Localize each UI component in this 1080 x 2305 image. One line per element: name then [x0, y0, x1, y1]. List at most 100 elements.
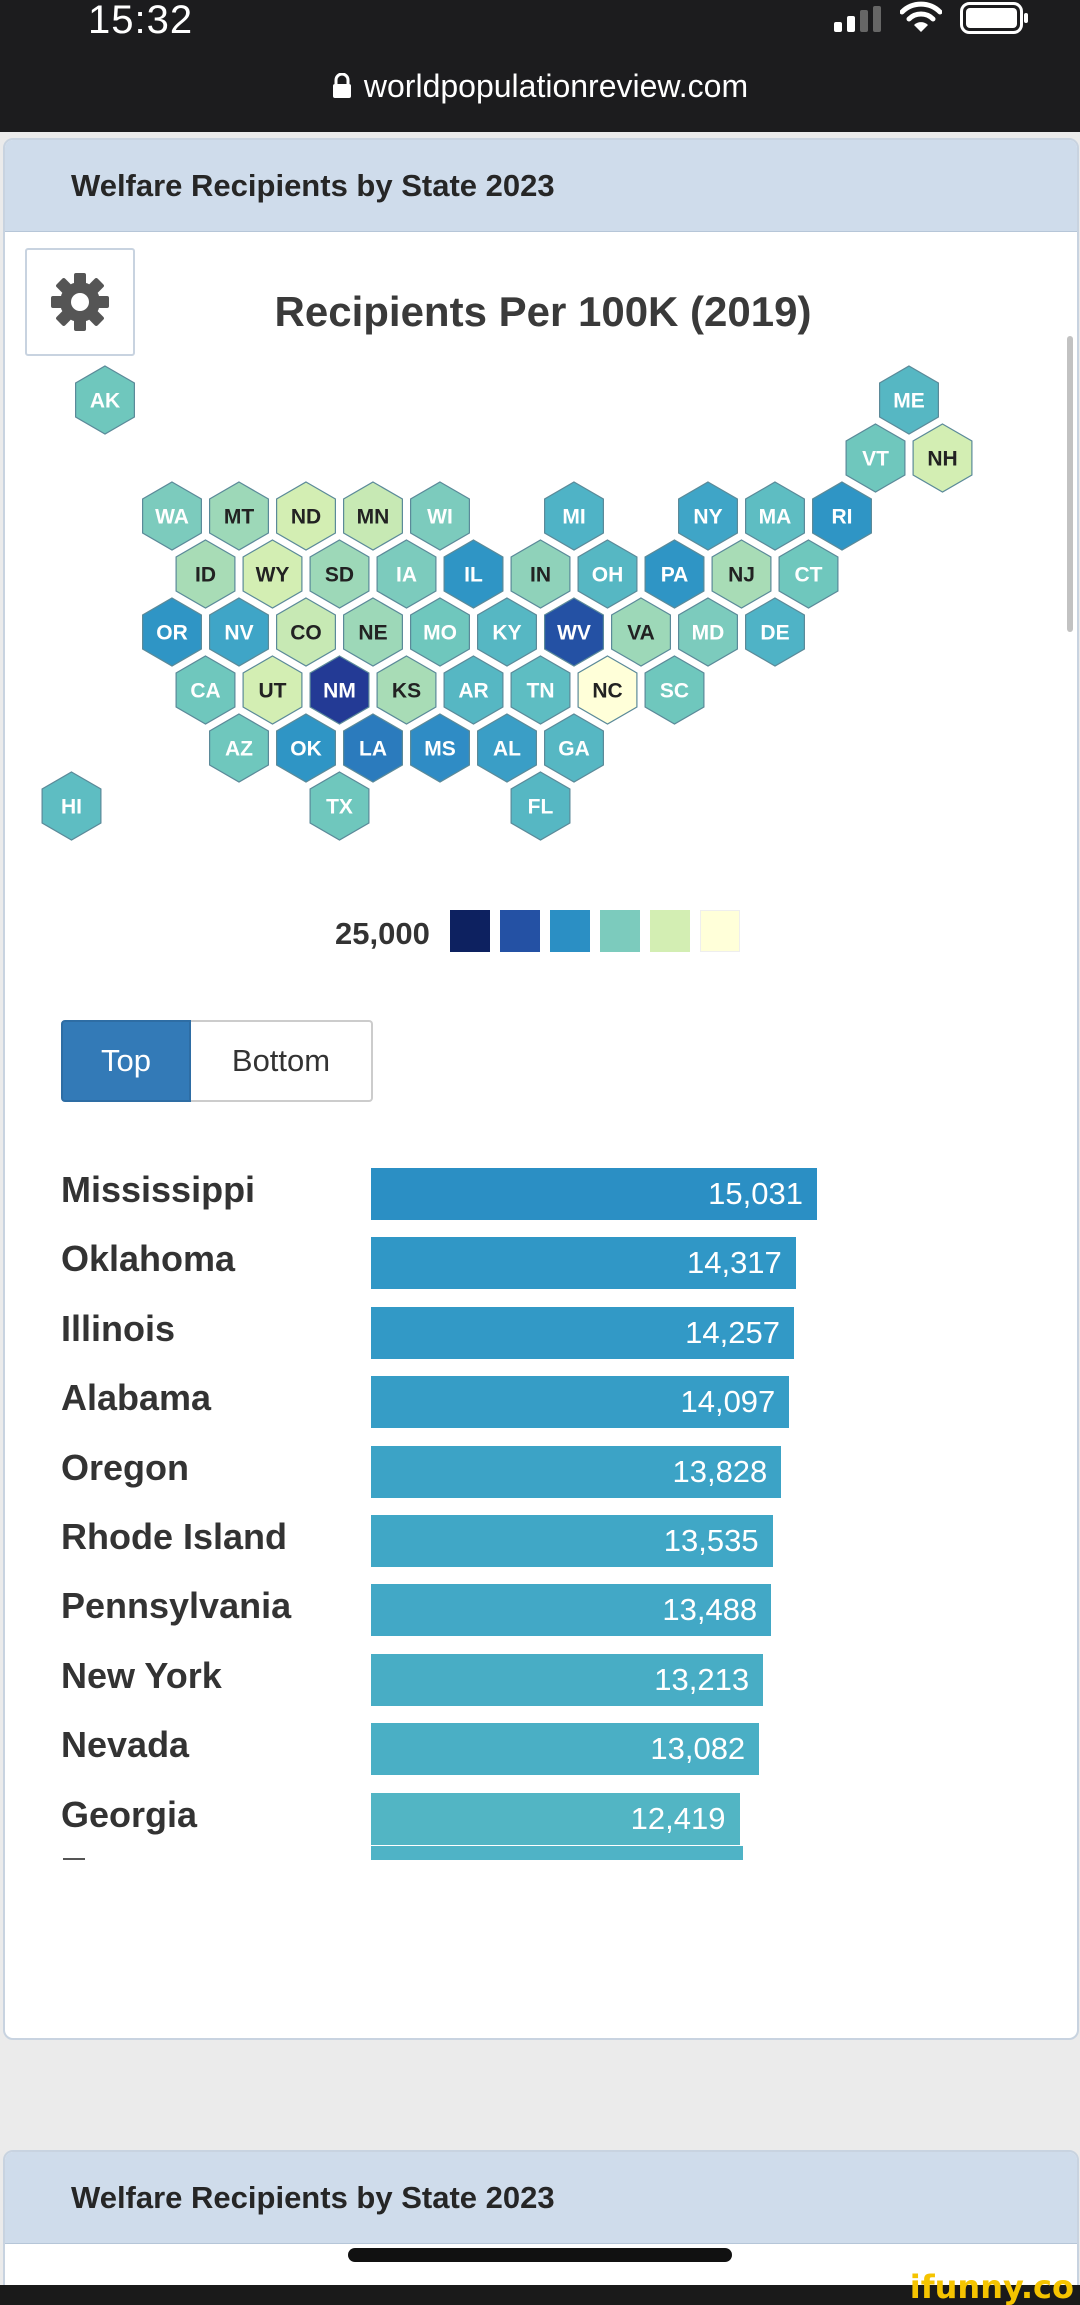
state-hex-va[interactable]: VA: [610, 597, 672, 667]
state-hex-wy[interactable]: WY: [242, 539, 303, 609]
watermark: ifunny.co: [909, 2268, 1074, 2305]
state-hex-me[interactable]: ME: [878, 365, 940, 435]
bottom-strip: [0, 2285, 1080, 2305]
state-hex-fl[interactable]: FL: [510, 771, 571, 841]
state-label: MN: [357, 506, 390, 529]
state-hex-ut[interactable]: UT: [242, 655, 303, 725]
state-hex-nm[interactable]: NM: [309, 655, 370, 725]
state-hex-nc[interactable]: NC: [577, 655, 638, 725]
state-hex-ky[interactable]: KY: [477, 597, 538, 667]
bar-value-label: 13,213: [654, 1661, 750, 1697]
bar-row: Mississippi 15,031: [5, 1162, 1077, 1220]
state-label: MI: [562, 506, 585, 529]
state-name: Alabama: [61, 1377, 212, 1419]
state-hex-ak[interactable]: AK: [74, 365, 135, 435]
state-hex-hi[interactable]: HI: [41, 771, 102, 841]
state-label: MS: [424, 738, 456, 761]
state-label: FL: [528, 796, 554, 819]
state-hex-id[interactable]: ID: [175, 539, 236, 609]
state-hex-ct[interactable]: CT: [778, 539, 839, 609]
state-label: NV: [224, 622, 253, 645]
state-hex-tx[interactable]: TX: [309, 771, 370, 841]
home-indicator[interactable]: [348, 2248, 732, 2262]
state-label: IA: [396, 564, 417, 587]
legend-swatch: [500, 910, 540, 952]
bar: 13,488: [371, 1584, 772, 1637]
url-bar[interactable]: worldpopulationreview.com: [0, 40, 1080, 132]
state-hex-az[interactable]: AZ: [209, 713, 269, 783]
state-hex-nv[interactable]: NV: [209, 597, 269, 667]
state-hex-il[interactable]: IL: [443, 539, 504, 609]
state-label: VA: [627, 622, 655, 645]
bottom-button[interactable]: Bottom: [191, 1020, 373, 1102]
bar-row: New York 13,213: [5, 1648, 1077, 1706]
state-hex-ne[interactable]: NE: [343, 597, 403, 667]
top-button[interactable]: Top: [61, 1020, 191, 1102]
card-title: Welfare Recipients by State 2023: [71, 167, 555, 203]
bar-row: Alabama 14,097: [5, 1370, 1077, 1429]
bar-row: Illinois 14,257: [5, 1301, 1077, 1359]
state-name: Oklahoma: [61, 1238, 236, 1280]
state-label: MD: [692, 622, 725, 645]
state-hex-wi[interactable]: WI: [410, 481, 470, 551]
state-name: Mississippi: [61, 1169, 256, 1210]
partial-row-dash: [63, 1858, 85, 1860]
state-hex-ok[interactable]: OK: [276, 713, 336, 783]
state-hex-nh[interactable]: NH: [912, 423, 973, 493]
state-label: OK: [290, 738, 322, 761]
state-label: LA: [359, 738, 387, 761]
state-hex-ma[interactable]: MA: [744, 481, 806, 551]
state-hex-in[interactable]: IN: [510, 539, 571, 609]
state-hex-sd[interactable]: SD: [309, 539, 370, 609]
state-hex-ar[interactable]: AR: [443, 655, 504, 725]
state-hex-ia[interactable]: IA: [376, 539, 437, 609]
state-hex-pa[interactable]: PA: [644, 539, 705, 609]
card-header: Welfare Recipients by State 2023: [5, 140, 1077, 232]
bar: 13,828: [371, 1445, 782, 1498]
state-hex-nd[interactable]: ND: [276, 481, 336, 551]
state-label: IN: [530, 564, 551, 587]
state-hex-wv[interactable]: WV: [543, 597, 605, 667]
state-hex-mn[interactable]: MN: [343, 481, 403, 551]
state-hex-ri[interactable]: RI: [811, 481, 873, 551]
state-hex-vt[interactable]: VT: [845, 423, 906, 493]
state-hex-nj[interactable]: NJ: [711, 539, 772, 609]
bar-row: Pennsylvania 13,488: [5, 1578, 1077, 1637]
state-label: NY: [693, 506, 722, 529]
state-hex-mo[interactable]: MO: [410, 597, 470, 667]
state-hex-co[interactable]: CO: [276, 597, 336, 667]
state-label: CT: [795, 564, 823, 587]
settings-button[interactable]: [25, 248, 135, 356]
state-hex-ny[interactable]: NY: [677, 481, 739, 551]
state-hex-oh[interactable]: OH: [577, 539, 638, 609]
state-label: NE: [358, 622, 387, 645]
state-label: AR: [458, 680, 488, 703]
state-hex-md[interactable]: MD: [677, 597, 739, 667]
state-label: GA: [558, 738, 590, 761]
state-hex-sc[interactable]: SC: [644, 655, 705, 725]
state-label: OH: [592, 564, 624, 587]
state-hex-ca[interactable]: CA: [175, 655, 236, 725]
state-label: TN: [527, 680, 555, 703]
scrollbar-thumb[interactable]: [1067, 336, 1073, 632]
state-label: HI: [61, 796, 82, 819]
state-hex-al[interactable]: AL: [477, 713, 538, 783]
state-hex-or[interactable]: OR: [142, 597, 202, 667]
state-hex-ms[interactable]: MS: [410, 713, 470, 783]
state-label: KY: [492, 622, 521, 645]
bar-value-label: 13,488: [662, 1592, 758, 1628]
state-hex-ks[interactable]: KS: [376, 655, 437, 725]
state-hex-mi[interactable]: MI: [543, 481, 605, 551]
state-label: AK: [90, 390, 120, 413]
clock: 15:32: [88, 0, 194, 42]
gear-icon: [51, 273, 109, 331]
state-hex-de[interactable]: DE: [744, 597, 806, 667]
state-hex-tn[interactable]: TN: [510, 655, 571, 725]
bar-row: Nevada 13,082: [5, 1717, 1077, 1776]
state-hex-wa[interactable]: WA: [142, 481, 202, 551]
state-hex-mt[interactable]: MT: [209, 481, 269, 551]
second-welfare-card: Welfare Recipients by State 2023: [3, 2150, 1079, 2305]
state-hex-la[interactable]: LA: [343, 713, 403, 783]
state-label: AL: [493, 738, 521, 761]
state-hex-ga[interactable]: GA: [543, 713, 605, 783]
